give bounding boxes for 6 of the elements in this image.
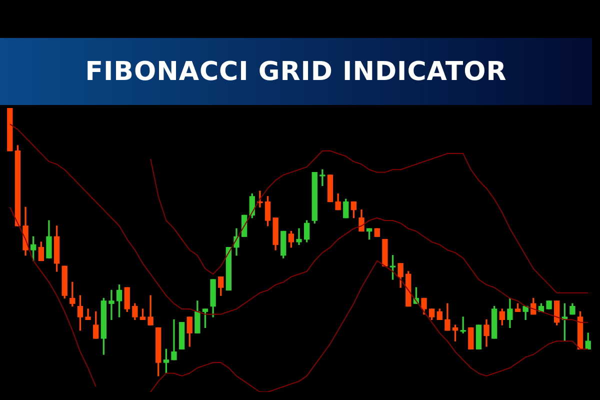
candlestick	[320, 169, 326, 186]
chart-title: FIBONACCI GRID INDICATOR	[85, 56, 507, 86]
title-banner: FIBONACCI GRID INDICATOR	[0, 38, 592, 105]
candlestick	[171, 319, 177, 360]
candlestick	[296, 228, 302, 245]
candlestick	[108, 290, 114, 320]
